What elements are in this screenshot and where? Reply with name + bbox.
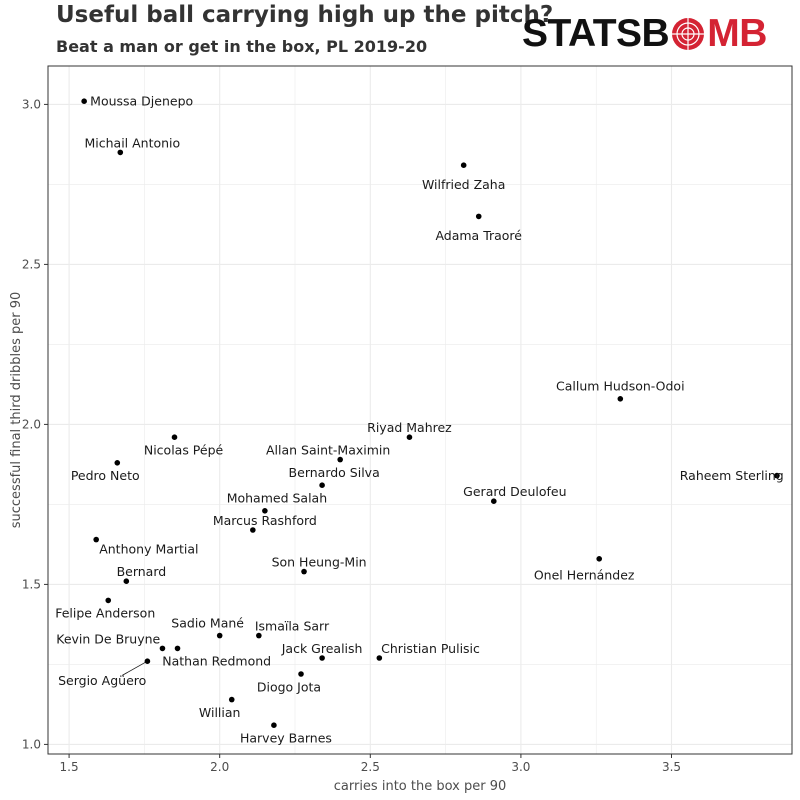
data-point xyxy=(298,671,304,677)
data-point xyxy=(460,162,467,168)
point-label: Adama Traoré xyxy=(435,228,522,243)
data-point xyxy=(271,722,277,728)
x-tick-label: 2.5 xyxy=(361,760,380,774)
tick-marks xyxy=(44,103,673,758)
data-point xyxy=(123,578,130,584)
point-label: Bernardo Silva xyxy=(289,465,380,480)
data-point xyxy=(171,434,178,441)
x-tick-label: 3.5 xyxy=(662,760,681,774)
point-label: Sergio Agüero xyxy=(58,673,146,688)
point-label: Christian Pulisic xyxy=(381,641,480,656)
chart-subtitle: Beat a man or get in the box, PL 2019-20 xyxy=(56,37,428,56)
data-point xyxy=(596,556,603,562)
data-point xyxy=(159,645,166,652)
point-label: Raheem Sterling xyxy=(680,468,784,483)
point-label: Willian xyxy=(199,705,241,720)
chart-title: Useful ball carrying high up the pitch? xyxy=(56,2,554,28)
data-point xyxy=(114,460,121,466)
point-label: Nicolas Pépé xyxy=(144,443,224,458)
data-point xyxy=(406,434,413,441)
point-label: Gerard Deulofeu xyxy=(463,484,566,499)
point-label: Jack Grealish xyxy=(281,641,363,656)
leader-line xyxy=(122,660,148,676)
x-tick-label: 1.5 xyxy=(60,760,79,774)
data-point xyxy=(250,527,256,533)
data-point xyxy=(228,696,235,703)
data-point xyxy=(617,396,624,402)
point-label: Mohamed Salah xyxy=(227,491,327,506)
data-point xyxy=(319,482,325,489)
point-label: Michail Antonio xyxy=(84,135,180,150)
point-label: Son Heung-Min xyxy=(272,555,367,570)
x-tick-label: 3.0 xyxy=(511,760,530,774)
logo-text-red: MB xyxy=(707,12,767,55)
point-label: Anthony Martial xyxy=(99,542,198,557)
bomb-icon xyxy=(672,18,705,50)
y-tick-label: 1.5 xyxy=(22,577,41,591)
panel-border xyxy=(47,65,793,755)
point-label: Ismaïla Sarr xyxy=(255,619,330,634)
point-label: Harvey Barnes xyxy=(240,731,332,746)
data-point xyxy=(475,213,482,220)
data-point xyxy=(301,568,307,575)
logo-text-black: STATSB xyxy=(522,12,670,55)
y-tick-label: 2.0 xyxy=(22,417,41,431)
statsbomb-logo: STATSB MB xyxy=(522,12,767,56)
grid-lines xyxy=(48,66,792,754)
point-label: Callum Hudson-Odoi xyxy=(556,379,685,394)
point-label: Nathan Redmond xyxy=(162,654,271,669)
data-point xyxy=(490,498,497,505)
data-point xyxy=(105,597,112,604)
leader-lines xyxy=(122,660,148,676)
y-tick-label: 2.5 xyxy=(22,257,41,271)
y-tick-label: 1.0 xyxy=(22,737,41,751)
data-point xyxy=(144,658,151,664)
point-label: Marcus Rashford xyxy=(213,513,317,528)
x-tick-label: 2.0 xyxy=(210,760,229,774)
data-point xyxy=(376,655,383,661)
data-point xyxy=(93,536,99,543)
point-label: Sadio Mané xyxy=(171,615,244,630)
point-label: Diogo Jota xyxy=(257,679,321,694)
data-point xyxy=(774,472,780,479)
y-tick-label: 3.0 xyxy=(22,97,41,111)
point-label: Kevin De Bruyne xyxy=(56,631,160,646)
point-label: Riyad Mahrez xyxy=(367,420,452,435)
data-point xyxy=(216,632,223,639)
data-point xyxy=(337,456,343,463)
data-point xyxy=(81,98,87,104)
data-point xyxy=(174,645,181,652)
x-axis-label: carries into the box per 90 xyxy=(334,779,507,794)
data-point xyxy=(319,655,325,661)
point-label: Moussa Djenepo xyxy=(90,94,193,109)
data-point xyxy=(117,149,124,156)
point-label: Pedro Neto xyxy=(71,468,140,483)
point-label: Allan Saint-Maximin xyxy=(266,443,390,458)
point-label: Felipe Anderson xyxy=(55,606,155,621)
y-axis-label: successful final third dribbles per 90 xyxy=(9,292,24,529)
point-labels: Moussa Djenepo Michail Antonio Wilfried Za… xyxy=(55,94,784,746)
point-label: Wilfried Zaha xyxy=(422,177,505,192)
point-label: Onel Hernández xyxy=(534,567,635,582)
point-label: Bernard xyxy=(117,564,167,579)
data-point xyxy=(256,632,262,639)
data-points xyxy=(81,98,780,728)
tick-labels: 1.5 2.0 2.5 3.0 3.5 1.0 1.5 2.0 2.5 3.0 xyxy=(22,97,681,774)
data-point xyxy=(262,508,268,514)
